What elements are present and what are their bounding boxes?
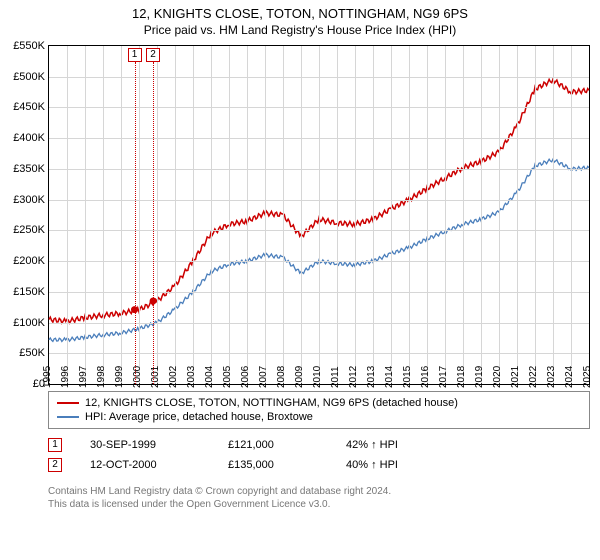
y-axis-label: £200K	[13, 255, 45, 267]
gridline-v	[355, 46, 356, 384]
gridline-v	[481, 46, 482, 384]
x-axis-label: 2014	[384, 366, 395, 388]
gridline-v	[499, 46, 500, 384]
x-axis-label: 1996	[60, 366, 71, 388]
x-axis-label: 2003	[186, 366, 197, 388]
gridline-v	[211, 46, 212, 384]
gridline-v	[265, 46, 266, 384]
x-axis-label: 2019	[474, 366, 485, 388]
x-axis-label: 2009	[294, 366, 305, 388]
gridline-v	[571, 46, 572, 384]
chart-subtitle: Price paid vs. HM Land Registry's House …	[0, 23, 600, 37]
x-axis-label: 2008	[276, 366, 287, 388]
chart-plot-area: £0£50K£100K£150K£200K£250K£300K£350K£400…	[48, 45, 590, 385]
x-axis-label: 1997	[78, 366, 89, 388]
x-axis-label: 2006	[240, 366, 251, 388]
x-axis-label: 1999	[114, 366, 125, 388]
gridline-v	[247, 46, 248, 384]
sale-row: 2 12-OCT-2000 £135,000 40% ↑ HPI	[48, 455, 590, 475]
x-axis-label: 2001	[150, 366, 161, 388]
x-axis-label: 2011	[330, 366, 341, 388]
legend-swatch	[57, 416, 79, 418]
sale-row-date: 30-SEP-1999	[90, 439, 200, 451]
chart-title: 12, KNIGHTS CLOSE, TOTON, NOTTINGHAM, NG…	[0, 6, 600, 21]
x-axis-label: 2015	[402, 366, 413, 388]
x-axis-label: 2005	[222, 366, 233, 388]
gridline-v	[139, 46, 140, 384]
gridline-v	[121, 46, 122, 384]
sale-marker-line	[135, 62, 136, 384]
x-axis-label: 2007	[258, 366, 269, 388]
sale-marker-line	[153, 62, 154, 384]
legend-box: 12, KNIGHTS CLOSE, TOTON, NOTTINGHAM, NG…	[48, 391, 590, 429]
x-axis-label: 2022	[528, 366, 539, 388]
gridline-v	[517, 46, 518, 384]
x-axis-label: 1995	[42, 366, 53, 388]
gridline-v	[175, 46, 176, 384]
sale-row-flag: 1	[48, 438, 62, 452]
sales-table: 1 30-SEP-1999 £121,000 42% ↑ HPI 2 12-OCT-200…	[48, 435, 590, 475]
gridline-v	[445, 46, 446, 384]
y-axis-label: £550K	[13, 40, 45, 52]
x-axis-label: 2023	[546, 366, 557, 388]
legend-item: 12, KNIGHTS CLOSE, TOTON, NOTTINGHAM, NG…	[57, 396, 581, 410]
sale-row-delta: 40% ↑ HPI	[346, 459, 398, 471]
sale-row-delta: 42% ↑ HPI	[346, 439, 398, 451]
x-axis-label: 2013	[366, 366, 377, 388]
footer-line: Contains HM Land Registry data © Crown c…	[48, 485, 590, 498]
x-axis-label: 2021	[510, 366, 521, 388]
gridline-v	[193, 46, 194, 384]
gridline-v	[157, 46, 158, 384]
sale-row-price: £121,000	[228, 439, 318, 451]
gridline-v	[319, 46, 320, 384]
gridline-v	[535, 46, 536, 384]
gridline-v	[409, 46, 410, 384]
x-axis-label: 2004	[204, 366, 215, 388]
legend-label: 12, KNIGHTS CLOSE, TOTON, NOTTINGHAM, NG…	[85, 397, 458, 409]
x-axis-label: 2016	[420, 366, 431, 388]
sale-row-price: £135,000	[228, 459, 318, 471]
x-axis-label: 2020	[492, 366, 503, 388]
x-axis-label: 2025	[582, 366, 593, 388]
legend-label: HPI: Average price, detached house, Brox…	[85, 411, 313, 423]
sale-marker-flag: 2	[146, 48, 160, 62]
footer-line: This data is licensed under the Open Gov…	[48, 498, 590, 511]
gridline-v	[391, 46, 392, 384]
x-axis-label: 2012	[348, 366, 359, 388]
sale-marker-flag: 1	[128, 48, 142, 62]
gridline-v	[337, 46, 338, 384]
x-axis-label: 1998	[96, 366, 107, 388]
y-axis-label: £250K	[13, 224, 45, 236]
gridline-v	[301, 46, 302, 384]
x-axis-label: 2010	[312, 366, 323, 388]
y-axis-label: £500K	[13, 71, 45, 83]
gridline-v	[553, 46, 554, 384]
x-axis-label: 2002	[168, 366, 179, 388]
y-axis-label: £300K	[13, 194, 45, 206]
y-axis-label: £150K	[13, 286, 45, 298]
gridline-v	[67, 46, 68, 384]
gridline-v	[373, 46, 374, 384]
y-axis-label: £450K	[13, 101, 45, 113]
x-axis-label: 2018	[456, 366, 467, 388]
y-axis-label: £350K	[13, 163, 45, 175]
y-axis-label: £100K	[13, 317, 45, 329]
gridline-v	[427, 46, 428, 384]
gridline-v	[463, 46, 464, 384]
gridline-v	[85, 46, 86, 384]
legend-swatch	[57, 402, 79, 404]
sale-row: 1 30-SEP-1999 £121,000 42% ↑ HPI	[48, 435, 590, 455]
footer-attribution: Contains HM Land Registry data © Crown c…	[48, 485, 590, 511]
gridline-v	[283, 46, 284, 384]
gridline-v	[229, 46, 230, 384]
y-axis-label: £400K	[13, 132, 45, 144]
sale-row-date: 12-OCT-2000	[90, 459, 200, 471]
gridline-v	[103, 46, 104, 384]
x-axis-label: 2024	[564, 366, 575, 388]
legend-item: HPI: Average price, detached house, Brox…	[57, 410, 581, 424]
sale-row-flag: 2	[48, 458, 62, 472]
y-axis-label: £50K	[19, 347, 45, 359]
x-axis-label: 2017	[438, 366, 449, 388]
